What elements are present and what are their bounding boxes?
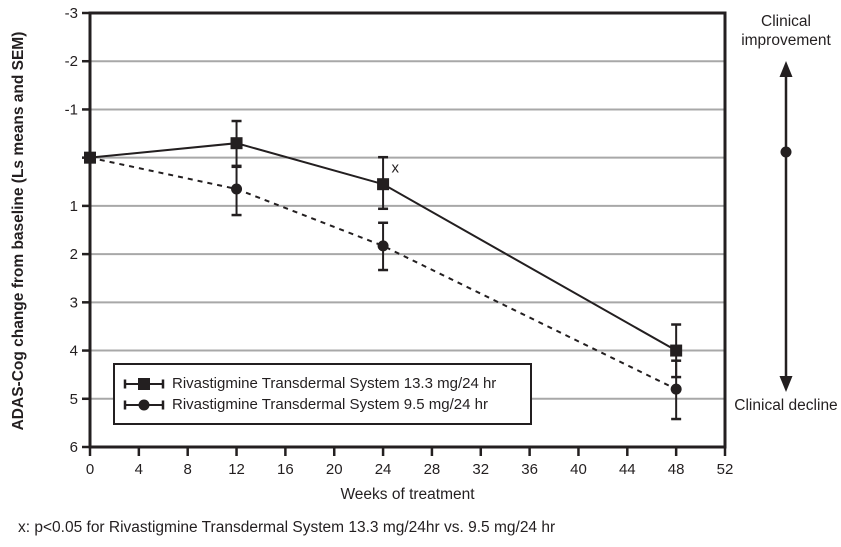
series-line [89, 142, 677, 352]
legend-label: Rivastigmine Transdermal System 9.5 mg/2… [172, 395, 488, 413]
x-tick-label: 20 [326, 461, 343, 478]
data-point-marker [670, 344, 683, 357]
x-tick-label: 32 [472, 461, 489, 478]
plot-border [88, 11, 727, 449]
clinical-improvement-label: Clinical improvement [741, 13, 831, 49]
y-tick-label: 6 [70, 439, 78, 456]
circle-errorbar-icon [123, 399, 165, 410]
legend-label: Rivastigmine Transdermal System 13.3 mg/… [172, 374, 497, 392]
data-point-marker [230, 137, 243, 150]
significance-marker: x [392, 159, 400, 176]
y-tick-label: 3 [70, 294, 78, 311]
x-tick-label: 8 [184, 461, 192, 478]
legend-item-9-5mg: Rivastigmine Transdermal System 9.5 mg/2… [123, 396, 530, 414]
square-errorbar-icon [123, 377, 165, 390]
data-point-marker [670, 383, 682, 395]
x-tick-label: 28 [424, 461, 441, 478]
y-axis-title: ADAS-Cog change from baseline (Ls means … [10, 31, 27, 431]
y-tick-label: 1 [70, 198, 78, 215]
x-tick-label: 12 [228, 461, 245, 478]
series-line [89, 156, 677, 391]
y-tick-label: 4 [70, 343, 78, 360]
data-point-marker [231, 183, 243, 195]
y-tick-label: -2 [65, 53, 78, 70]
y-tick-label: 2 [70, 246, 78, 263]
legend-item-13-3mg: Rivastigmine Transdermal System 13.3 mg/… [123, 375, 530, 393]
clinical-range-arrow-icon [779, 61, 793, 392]
x-tick-label: 52 [717, 461, 734, 478]
x-tick-label: 16 [277, 461, 294, 478]
data-point-marker [377, 240, 389, 252]
data-point-marker [84, 151, 96, 164]
x-tick-label: 48 [668, 461, 685, 478]
y-tick-label: -1 [65, 101, 78, 118]
x-axis-title: Weeks of treatment [340, 486, 475, 503]
clinical-decline-label: Clinical decline [734, 397, 838, 414]
x-tick-label: 44 [619, 461, 636, 478]
x-tick-label: 24 [375, 461, 392, 478]
y-tick-label: -3 [65, 5, 78, 22]
x-tick-label: 4 [135, 461, 143, 478]
legend: Rivastigmine Transdermal System 13.3 mg/… [113, 363, 532, 425]
y-tick-label: 5 [70, 391, 78, 408]
footnote: x: p<0.05 for Rivastigmine Transdermal S… [18, 519, 556, 536]
x-tick-label: 36 [521, 461, 538, 478]
x-tick-label: 40 [570, 461, 587, 478]
x-tick-label: 0 [86, 461, 94, 478]
data-point-marker [377, 178, 390, 191]
